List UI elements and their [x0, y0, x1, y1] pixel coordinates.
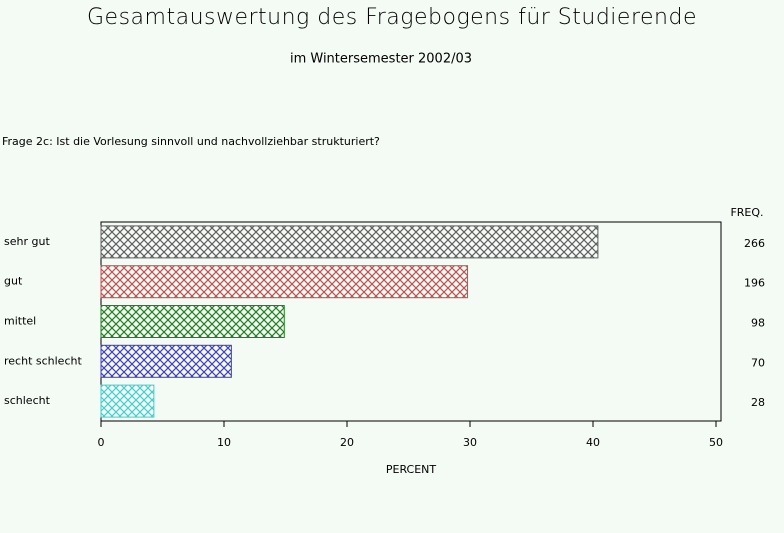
y-tick-label: sehr gut [4, 235, 50, 248]
y-tick-label: gut [4, 275, 23, 288]
bar [100, 305, 285, 338]
question: Frage 2c: Ist die Vorlesung sinnvoll und… [2, 135, 380, 148]
freq-label: 98 [751, 317, 765, 330]
x-tick-label: 30 [463, 436, 477, 449]
y-tick-label: schlecht [4, 394, 51, 407]
freq-label: 70 [751, 356, 765, 369]
x-tick-label: 0 [98, 436, 105, 449]
x-tick-label: 40 [586, 436, 600, 449]
x-tick-label: 10 [217, 436, 231, 449]
bar [100, 265, 469, 299]
chart-subtitle: im Wintersemester 2002/03 [290, 52, 472, 67]
y-tick-label: mittel [4, 315, 36, 328]
chart-title: Gesamtauswertung des Fragebogens für Stu… [87, 5, 697, 30]
freq-header: FREQ. [730, 206, 763, 219]
x-tick-label: 50 [709, 436, 723, 449]
x-axis-title: PERCENT [386, 463, 437, 476]
x-tick-label: 20 [340, 436, 354, 449]
freq-label: 28 [751, 396, 765, 409]
y-tick-label: recht schlecht [4, 354, 82, 367]
freq-label: 196 [744, 277, 765, 290]
bar [100, 225, 599, 259]
freq-label: 266 [744, 237, 765, 250]
bar [100, 344, 232, 378]
bar [100, 384, 155, 418]
